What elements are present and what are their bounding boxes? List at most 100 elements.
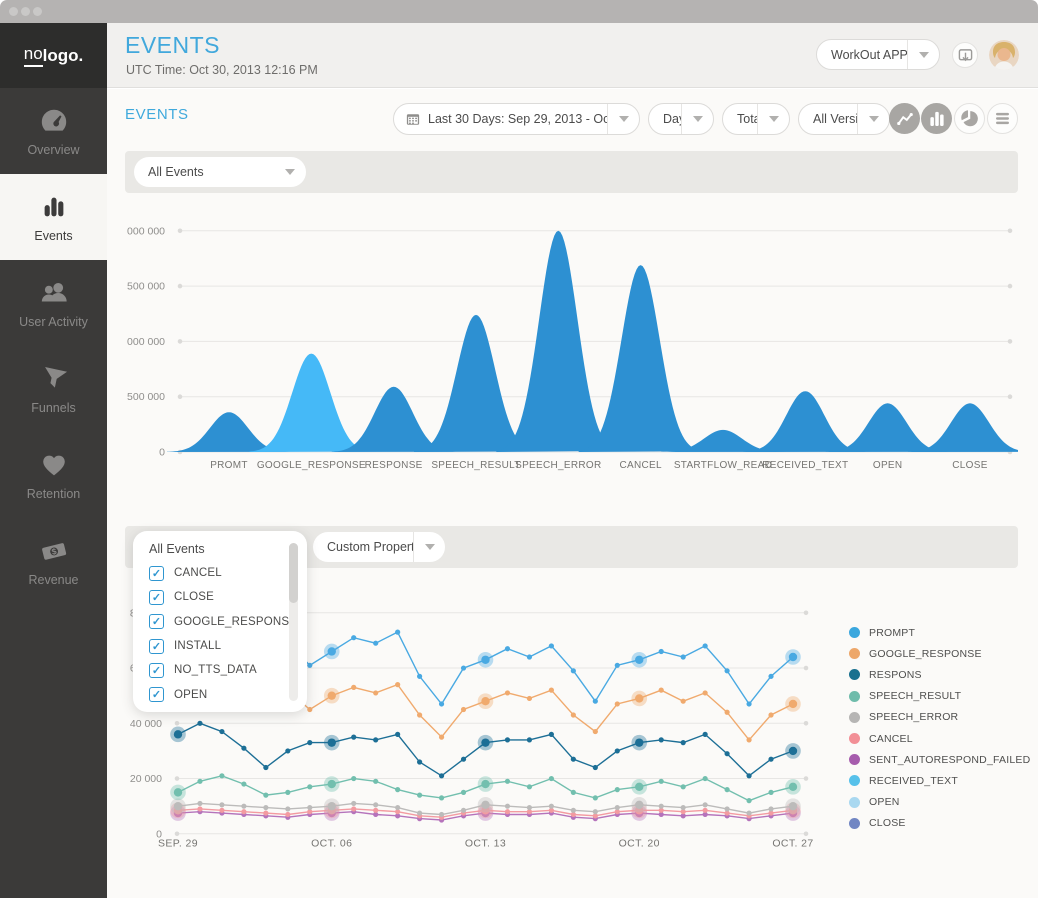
- data-point[interactable]: [592, 728, 598, 735]
- aggregation-select[interactable]: Total: [722, 103, 790, 135]
- legend-item[interactable]: SPEECH_RESULT: [849, 686, 1030, 707]
- data-point[interactable]: [504, 778, 511, 784]
- window-control-dot[interactable]: [21, 7, 30, 16]
- checkbox-icon[interactable]: ✓: [149, 638, 164, 654]
- data-point[interactable]: [658, 803, 664, 809]
- data-point[interactable]: [351, 734, 357, 740]
- data-point[interactable]: [307, 662, 313, 668]
- data-point[interactable]: [373, 807, 379, 813]
- table-view-toggle[interactable]: [987, 103, 1018, 134]
- peak-CANCEL[interactable]: [578, 265, 703, 452]
- data-point[interactable]: [526, 784, 533, 790]
- data-point[interactable]: [788, 699, 798, 709]
- data-point[interactable]: [702, 643, 708, 649]
- data-point[interactable]: [768, 810, 774, 816]
- data-point[interactable]: [635, 782, 644, 792]
- data-point[interactable]: [307, 784, 313, 790]
- data-point[interactable]: [307, 740, 313, 746]
- peak-RECEIVED_TEXT[interactable]: [743, 391, 868, 452]
- peak-PROMT[interactable]: [167, 412, 291, 452]
- legend-item[interactable]: RESPONS: [849, 664, 1030, 685]
- event-option-cancel[interactable]: ✓ CANCEL: [149, 561, 277, 585]
- data-point[interactable]: [548, 687, 554, 693]
- data-point[interactable]: [635, 738, 644, 747]
- pie-chart-toggle[interactable]: [954, 103, 985, 134]
- date-range-select[interactable]: Last 30 Days: Sep 29, 2013 - Oct 27, 201…: [393, 103, 640, 135]
- data-point[interactable]: [504, 809, 511, 815]
- event-option-google_response[interactable]: ✓ GOOGLE_RESPONSE: [149, 610, 297, 634]
- app-logo[interactable]: no logo.: [0, 23, 107, 88]
- data-point[interactable]: [548, 807, 554, 813]
- data-point[interactable]: [481, 738, 490, 747]
- data-point[interactable]: [724, 709, 730, 715]
- data-point[interactable]: [570, 712, 576, 718]
- data-point[interactable]: [746, 773, 752, 779]
- data-point[interactable]: [395, 731, 401, 737]
- data-point[interactable]: [285, 806, 291, 812]
- data-point[interactable]: [417, 810, 423, 816]
- data-point[interactable]: [351, 800, 357, 807]
- peak-SPEECH_RESULT[interactable]: [413, 314, 538, 452]
- data-point[interactable]: [307, 804, 313, 811]
- data-point[interactable]: [438, 773, 445, 779]
- data-point[interactable]: [481, 655, 490, 664]
- data-point[interactable]: [702, 731, 708, 737]
- data-point[interactable]: [173, 730, 183, 739]
- checkbox-icon[interactable]: ✓: [149, 687, 164, 703]
- data-point[interactable]: [373, 640, 379, 646]
- window-control-dot[interactable]: [9, 7, 18, 16]
- versions-select[interactable]: All Versions: [798, 103, 890, 135]
- sidebar-item-funnels[interactable]: Funnels: [0, 346, 107, 432]
- data-point[interactable]: [351, 684, 357, 690]
- data-point[interactable]: [548, 731, 554, 737]
- data-point[interactable]: [417, 712, 423, 718]
- data-point[interactable]: [724, 787, 730, 793]
- data-point[interactable]: [285, 748, 291, 754]
- checkbox-icon[interactable]: ✓: [149, 589, 164, 605]
- data-point[interactable]: [197, 800, 203, 807]
- legend-item[interactable]: CLOSE: [849, 813, 1030, 834]
- data-point[interactable]: [702, 690, 708, 696]
- legend-item[interactable]: SPEECH_ERROR: [849, 707, 1030, 728]
- data-point[interactable]: [460, 789, 467, 795]
- data-point[interactable]: [592, 764, 598, 771]
- data-point[interactable]: [788, 782, 798, 792]
- data-point[interactable]: [548, 775, 554, 782]
- data-point[interactable]: [481, 800, 490, 809]
- data-point[interactable]: [788, 746, 798, 756]
- data-point[interactable]: [219, 773, 225, 779]
- data-point[interactable]: [592, 809, 598, 815]
- data-point[interactable]: [219, 728, 225, 735]
- data-point[interactable]: [395, 787, 401, 793]
- data-point[interactable]: [746, 810, 752, 816]
- data-point[interactable]: [417, 792, 423, 798]
- data-point[interactable]: [614, 701, 620, 707]
- data-point[interactable]: [570, 807, 576, 813]
- data-point[interactable]: [417, 759, 423, 765]
- data-point[interactable]: [702, 802, 708, 808]
- data-point[interactable]: [197, 806, 203, 812]
- data-point[interactable]: [635, 800, 644, 809]
- data-point[interactable]: [702, 811, 708, 818]
- export-button[interactable]: [952, 42, 978, 68]
- data-point[interactable]: [263, 764, 269, 771]
- data-point[interactable]: [373, 690, 379, 696]
- data-point[interactable]: [417, 673, 423, 679]
- data-point[interactable]: [768, 789, 774, 795]
- custom-property-select[interactable]: Custom Property: [313, 532, 445, 562]
- data-point[interactable]: [307, 706, 313, 713]
- data-point[interactable]: [614, 809, 620, 815]
- event-option-no_tts_data[interactable]: ✓ NO_TTS_DATA: [149, 658, 277, 682]
- window-control-dot[interactable]: [33, 7, 42, 16]
- data-point[interactable]: [548, 643, 554, 649]
- data-point[interactable]: [241, 809, 247, 815]
- peak-CLOSE[interactable]: [907, 403, 1018, 452]
- data-point[interactable]: [173, 801, 183, 811]
- bar-chart-toggle[interactable]: [921, 103, 952, 134]
- data-point[interactable]: [460, 706, 467, 713]
- data-point[interactable]: [504, 803, 511, 809]
- data-point[interactable]: [570, 756, 576, 762]
- data-point[interactable]: [327, 691, 336, 700]
- sidebar-item-user-activity[interactable]: User Activity: [0, 260, 107, 346]
- data-point[interactable]: [373, 737, 379, 743]
